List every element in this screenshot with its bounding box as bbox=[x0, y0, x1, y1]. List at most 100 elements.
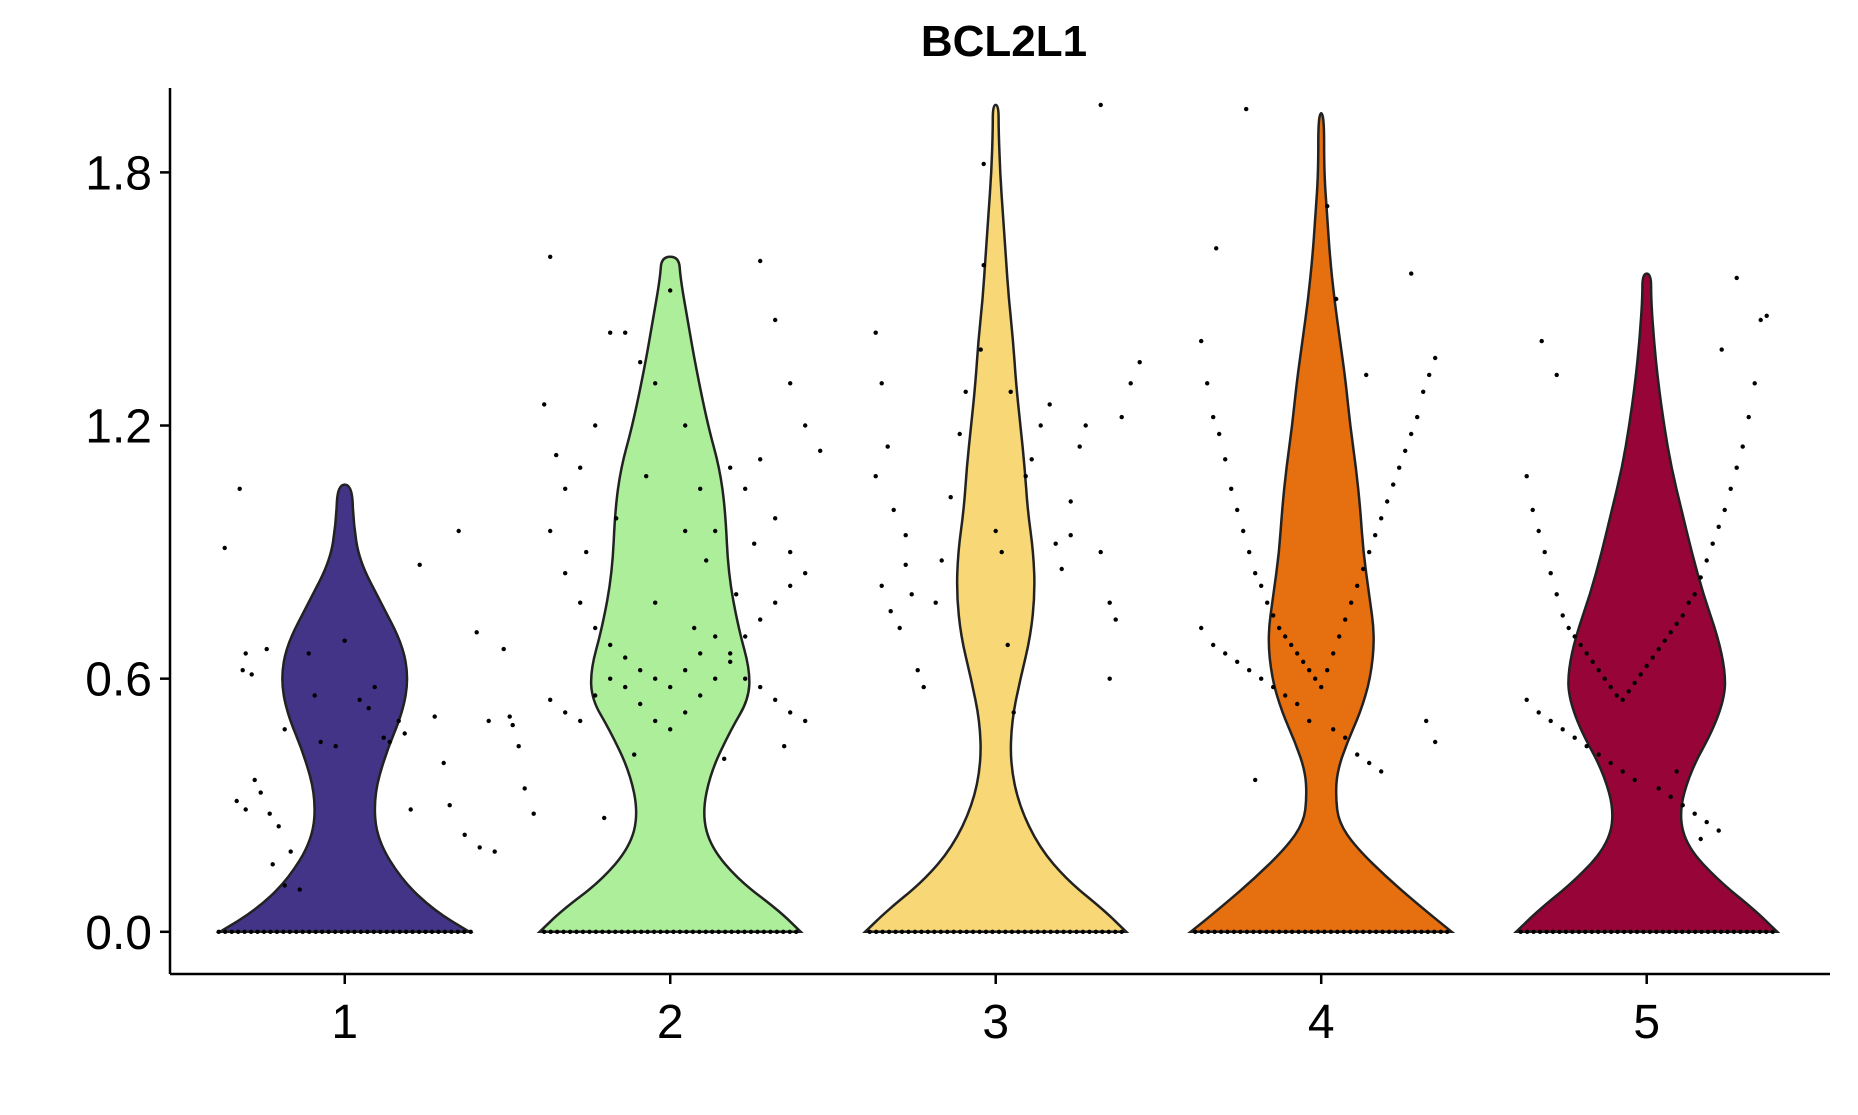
data-point-zero bbox=[1438, 929, 1444, 934]
data-point-zero bbox=[561, 929, 566, 934]
data-point-zero bbox=[658, 929, 663, 934]
data-point bbox=[1566, 625, 1571, 631]
data-point bbox=[1235, 507, 1240, 513]
data-point bbox=[1259, 676, 1264, 681]
data-point bbox=[638, 701, 643, 707]
data-point bbox=[1539, 338, 1544, 344]
data-point bbox=[548, 697, 553, 702]
data-point-zero bbox=[1106, 929, 1112, 934]
data-point bbox=[743, 634, 748, 639]
data-point-zero bbox=[671, 929, 676, 934]
data-point-zero bbox=[723, 929, 728, 934]
data-point bbox=[516, 744, 521, 749]
data-point-zero bbox=[1218, 929, 1224, 934]
data-point bbox=[1364, 372, 1369, 378]
data-point bbox=[1530, 507, 1535, 513]
data-point bbox=[288, 849, 293, 854]
violin-2 bbox=[536, 255, 804, 934]
data-point-zero bbox=[442, 929, 448, 934]
data-point-zero bbox=[906, 929, 911, 934]
data-point bbox=[1602, 676, 1607, 681]
data-point-zero bbox=[1302, 929, 1308, 934]
data-point bbox=[1716, 524, 1721, 529]
data-point-zero bbox=[1199, 929, 1204, 934]
data-point-zero bbox=[403, 929, 409, 934]
data-point bbox=[270, 862, 275, 867]
data-point-zero bbox=[1570, 929, 1575, 934]
data-point bbox=[602, 815, 607, 821]
data-point bbox=[297, 887, 302, 892]
data-point-zero bbox=[945, 929, 950, 934]
violin-3 bbox=[862, 103, 1130, 934]
data-point-zero bbox=[1518, 929, 1523, 934]
data-point-zero bbox=[1048, 929, 1053, 934]
data-point bbox=[1355, 752, 1360, 757]
data-point bbox=[758, 258, 763, 264]
data-point-zero bbox=[339, 929, 344, 934]
data-point bbox=[1674, 621, 1679, 626]
data-point bbox=[1674, 769, 1679, 774]
data-point bbox=[788, 583, 793, 588]
data-point-zero bbox=[1029, 929, 1034, 934]
data-point bbox=[653, 718, 658, 724]
data-point bbox=[773, 516, 778, 521]
data-point-zero bbox=[1113, 929, 1118, 934]
data-point bbox=[1023, 474, 1028, 479]
data-point bbox=[1548, 718, 1553, 724]
data-point bbox=[1620, 769, 1625, 774]
data-point-zero bbox=[1744, 929, 1750, 934]
data-point bbox=[644, 474, 649, 479]
data-point bbox=[1692, 811, 1697, 816]
data-point-zero bbox=[287, 929, 292, 934]
data-point-zero bbox=[1718, 929, 1724, 934]
data-point bbox=[1656, 786, 1661, 791]
data-point bbox=[282, 883, 287, 888]
data-point-zero bbox=[223, 929, 228, 934]
data-point bbox=[803, 423, 808, 428]
data-point-zero bbox=[1035, 929, 1040, 934]
data-point-zero bbox=[951, 929, 956, 934]
data-point-zero bbox=[1080, 929, 1086, 934]
data-point bbox=[1704, 819, 1709, 825]
data-point-zero bbox=[593, 929, 599, 934]
data-point bbox=[743, 676, 748, 681]
data-point bbox=[668, 684, 673, 690]
data-point bbox=[1038, 423, 1043, 428]
data-point bbox=[447, 803, 452, 808]
data-point-zero bbox=[1283, 929, 1288, 934]
data-point bbox=[1068, 499, 1073, 504]
data-point bbox=[1295, 651, 1300, 656]
data-point-zero bbox=[794, 929, 799, 934]
data-point-zero bbox=[1647, 929, 1653, 934]
data-point bbox=[548, 254, 553, 259]
data-point bbox=[1686, 600, 1691, 605]
data-point-zero bbox=[1589, 929, 1595, 934]
data-point bbox=[1223, 457, 1228, 462]
data-point bbox=[417, 562, 422, 567]
data-point bbox=[1199, 338, 1204, 344]
data-point-zero bbox=[1557, 929, 1562, 934]
data-point bbox=[1277, 625, 1282, 631]
data-point bbox=[1596, 668, 1601, 673]
data-point-zero bbox=[1725, 929, 1730, 934]
data-point-zero bbox=[397, 929, 402, 934]
data-point bbox=[788, 710, 793, 715]
data-point bbox=[1638, 672, 1643, 677]
data-point-zero bbox=[345, 929, 351, 934]
data-point bbox=[614, 516, 619, 521]
data-point-zero bbox=[1576, 929, 1582, 934]
data-point-zero bbox=[1751, 929, 1756, 934]
data-point bbox=[758, 617, 763, 622]
data-point bbox=[698, 693, 703, 698]
data-point-zero bbox=[690, 929, 696, 934]
data-point bbox=[282, 727, 287, 732]
data-point bbox=[1746, 414, 1751, 420]
data-point bbox=[1334, 296, 1339, 302]
data-point bbox=[638, 360, 643, 365]
data-point bbox=[1313, 676, 1318, 681]
data-point-zero bbox=[391, 929, 396, 934]
data-point-zero bbox=[216, 929, 221, 934]
data-point bbox=[1385, 499, 1390, 504]
data-point-zero bbox=[874, 929, 879, 934]
data-point-zero bbox=[326, 929, 331, 934]
